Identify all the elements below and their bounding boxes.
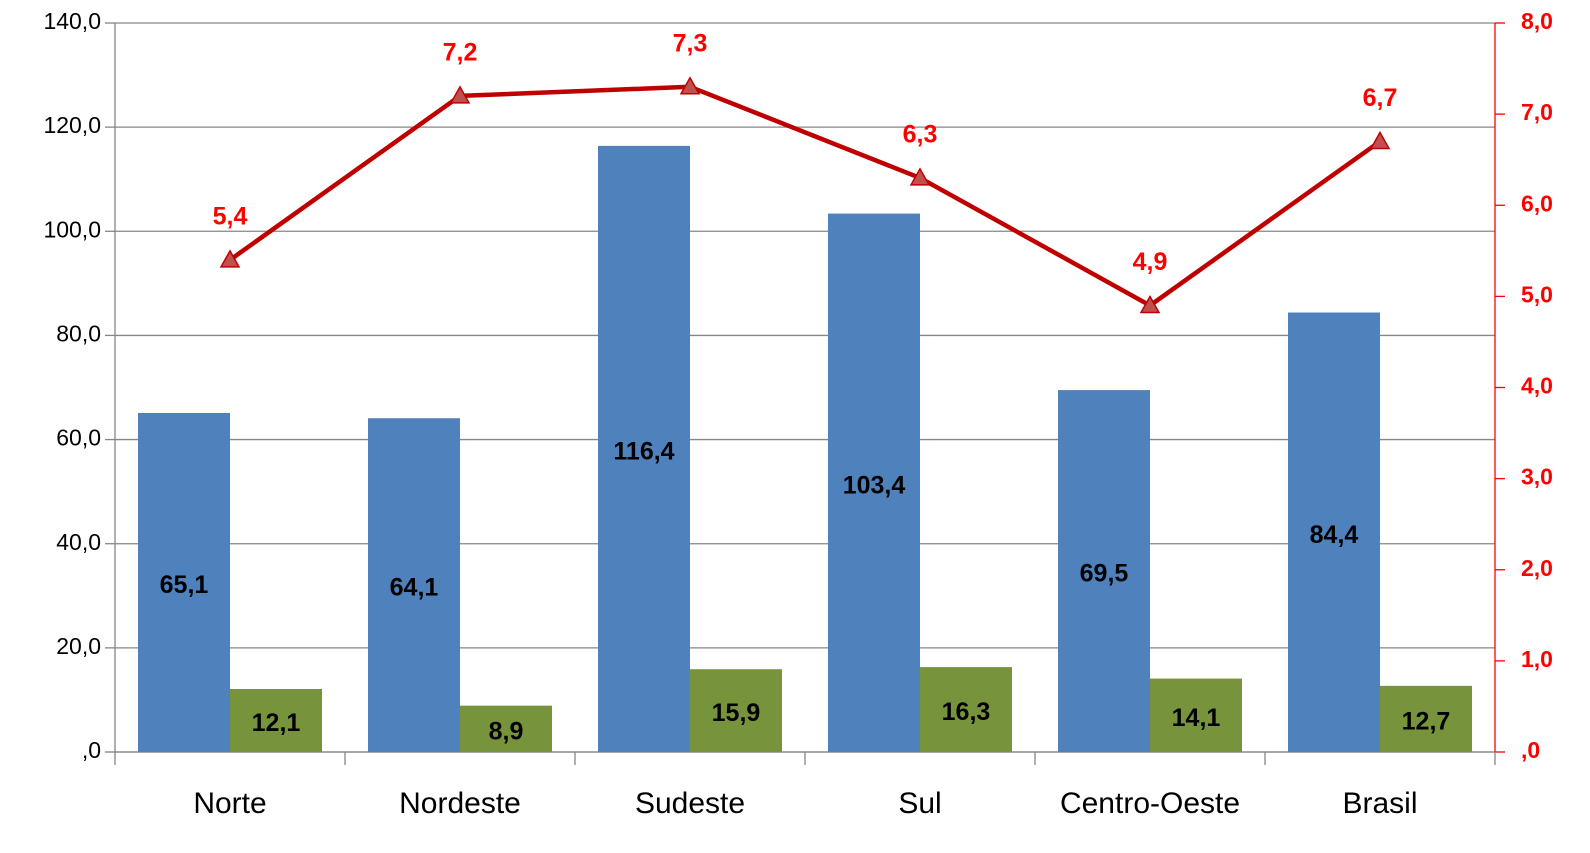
marker [909,167,931,186]
y2-tick-label: 1,0 [1521,646,1553,672]
x-tick-label: Nordeste [399,787,521,820]
y2-tick-label: ,0 [1521,737,1540,763]
data-label: 103,4 [843,471,906,499]
data-label: 69,5 [1080,560,1129,588]
bar [138,413,230,752]
data-label: 6,7 [1363,84,1398,112]
bar [598,145,690,753]
line [228,84,1382,308]
data-label: 7,3 [673,29,708,57]
y2-tick-label: 3,0 [1521,464,1553,490]
y-tick-label: ,0 [82,737,101,763]
data-label: 64,1 [390,574,439,602]
y2-tick-label: 6,0 [1521,190,1553,216]
data-label: 116,4 [613,438,674,466]
x-tick-label: Brasil [1342,787,1417,820]
data-label: 16,3 [942,698,991,726]
y-tick-label: 40,0 [56,529,101,555]
bar [460,705,552,752]
data-label: 7,2 [443,39,478,67]
y2-tick-label: 4,0 [1521,373,1553,399]
data-label: 84,4 [1310,521,1359,549]
x-tick-label: Centro-Oeste [1060,787,1240,820]
bar [1288,312,1380,752]
bar [1058,390,1150,752]
y-tick-label: 60,0 [56,425,101,451]
bar [920,667,1012,752]
bar [1380,685,1472,752]
bar [368,418,460,752]
y2-tick-label: 8,0 [1521,8,1553,34]
y-tick-label: 80,0 [56,321,101,347]
data-label: 65,1 [160,571,209,599]
bar [690,669,782,752]
bar [1150,678,1242,752]
y-tick-label: 140,0 [43,8,101,34]
y2-tick-label: 2,0 [1521,555,1553,581]
y-tick-label: 120,0 [43,112,101,138]
data-label: 15,9 [712,699,761,727]
y-tick-label: 100,0 [43,216,101,242]
y2-tick-label: 7,0 [1521,99,1553,125]
y2-tick-label: 5,0 [1521,281,1553,307]
x-tick-label: Sul [898,787,941,820]
data-label: 5,4 [213,203,248,231]
marker [1369,130,1391,150]
marker [219,249,241,268]
data-label: 4,9 [1133,248,1168,276]
data-label: 12,1 [252,709,301,737]
data-label: 8,9 [489,717,524,745]
x-tick-label: Norte [193,787,266,820]
x-tick-label: Sudeste [635,787,745,820]
marker [1139,294,1161,314]
data-label: 14,1 [1172,704,1221,732]
bar [230,688,322,752]
bar [828,213,920,752]
data-label: 6,3 [903,121,938,149]
y-tick-label: 20,0 [56,633,101,659]
data-label: 12,7 [1402,708,1451,736]
marker [679,76,701,95]
marker [449,85,471,104]
